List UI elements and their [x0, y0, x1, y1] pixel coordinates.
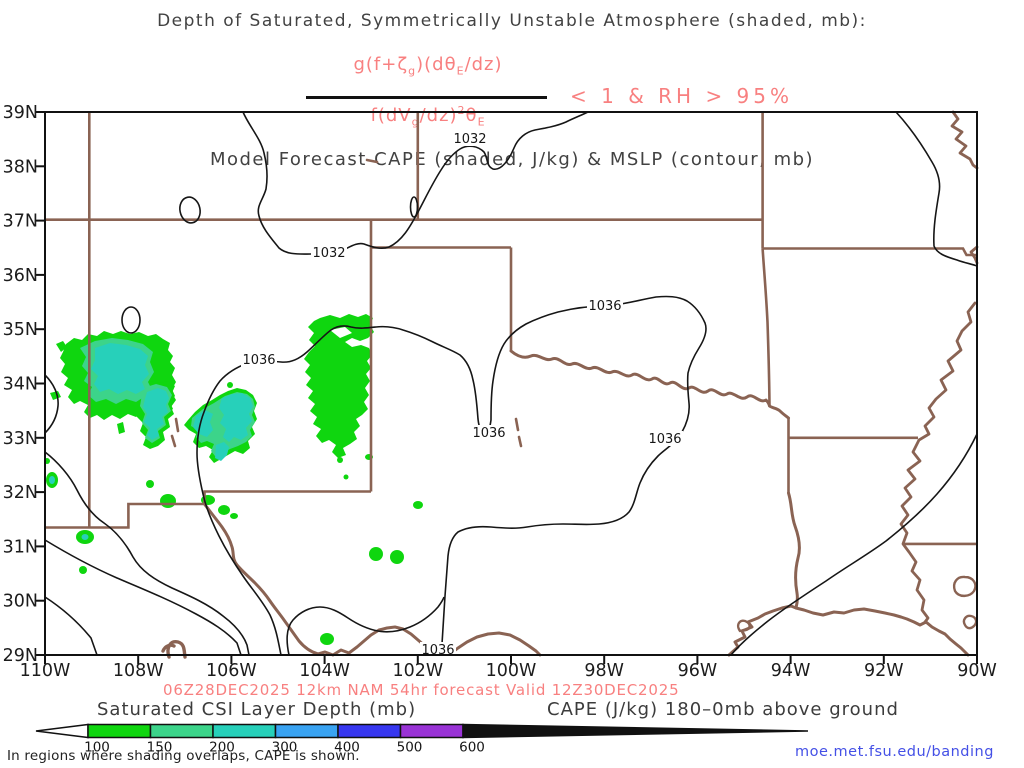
svg-text:100: 100: [84, 740, 110, 756]
svg-text:108W: 108W: [113, 661, 164, 681]
overlap-note: In regions where shading overlaps, CAPE …: [7, 748, 360, 764]
svg-text:33N: 33N: [3, 429, 38, 449]
svg-text:1036: 1036: [648, 432, 681, 447]
rivers-and-coast: [161, 110, 979, 659]
website-url: moe.met.fsu.edu/banding: [795, 744, 994, 760]
svg-text:37N: 37N: [3, 212, 38, 232]
model-run-info: 06Z28DEC2025 12km NAM 54hr forecast Vali…: [163, 681, 680, 699]
legend-right-title: CAPE (J/kg) 180–0mb above ground: [547, 699, 899, 720]
svg-text:36N: 36N: [3, 266, 38, 286]
state-borders: [45, 112, 977, 546]
legend-left-title: Saturated CSI Layer Depth (mb): [97, 699, 417, 720]
svg-text:31N: 31N: [3, 537, 38, 557]
svg-text:500: 500: [397, 740, 423, 756]
csi-shading-teal: [49, 343, 253, 540]
formula-denominator: f(dVg/dz)2θE: [370, 104, 486, 129]
svg-text:1032: 1032: [453, 132, 486, 147]
svg-text:150: 150: [147, 740, 173, 756]
svg-text:1036: 1036: [472, 426, 505, 441]
svg-text:110W: 110W: [20, 661, 71, 681]
y-axis: 39N 38N 37N 36N 35N 34N 33N 32N 31N 30N 29N: [3, 103, 45, 666]
svg-text:92W: 92W: [864, 661, 904, 681]
svg-text:29N: 29N: [3, 646, 38, 666]
svg-text:300: 300: [272, 740, 298, 756]
svg-text:32N: 32N: [3, 483, 38, 503]
x-axis: 110W 108W 106W 104W 102W 100W 98W 96W 94W 92W 90W: [20, 655, 997, 681]
svg-text:106W: 106W: [206, 661, 257, 681]
svg-text:600: 600: [459, 740, 485, 756]
mslp-contours: [44, 111, 978, 656]
svg-text:98W: 98W: [584, 661, 624, 681]
formula-numerator: g(f+ζg)(dθE/dz): [353, 54, 503, 78]
csi-colorbar: 100 150 200 300 400 500 600: [35, 723, 809, 756]
svg-text:39N: 39N: [3, 103, 38, 123]
svg-text:102W: 102W: [392, 661, 443, 681]
svg-text:30N: 30N: [3, 592, 38, 612]
formula-condition: < 1 & RH > 95%: [570, 84, 794, 108]
subtitle: Model Forecast CAPE (shaded, J/kg) & MSL…: [209, 149, 815, 170]
svg-text:104W: 104W: [299, 661, 350, 681]
page-title: Depth of Saturated, Symmetrically Unstab…: [157, 11, 867, 31]
shading-notch: [330, 327, 352, 338]
svg-text:200: 200: [209, 740, 235, 756]
svg-text:34N: 34N: [3, 375, 38, 395]
svg-text:100W: 100W: [486, 661, 537, 681]
svg-text:1036: 1036: [242, 353, 275, 368]
formula-fraction-bar: [306, 96, 547, 99]
svg-text:400: 400: [334, 740, 360, 756]
svg-text:90W: 90W: [957, 661, 997, 681]
svg-text:35N: 35N: [3, 320, 38, 340]
svg-text:96W: 96W: [678, 661, 718, 681]
svg-text:1032: 1032: [312, 246, 345, 261]
svg-text:1036: 1036: [588, 299, 621, 314]
svg-text:94W: 94W: [771, 661, 811, 681]
svg-text:38N: 38N: [3, 157, 38, 177]
